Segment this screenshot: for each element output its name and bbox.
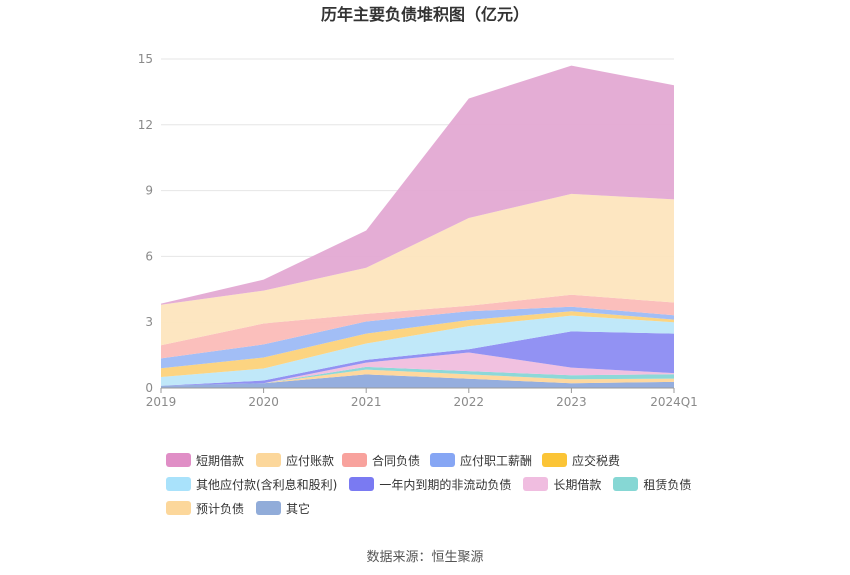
y-tick-label: 6 xyxy=(145,249,153,263)
legend-row: 预计负债 其它 xyxy=(166,496,726,520)
legend-swatch xyxy=(523,477,549,491)
area-series-8 xyxy=(161,294,674,359)
legend-row: 短期借款 应付账款 合同负债 应付职工薪酬 应交税费 xyxy=(166,448,726,472)
legend-item[interactable]: 一年内到期的非流动负债 xyxy=(349,476,511,493)
legend-label: 长期借款 xyxy=(553,477,602,492)
legend-swatch xyxy=(542,453,567,467)
legend-item[interactable]: 长期借款 xyxy=(523,476,601,493)
legend-item[interactable]: 应交税费 xyxy=(542,452,620,469)
legend-item[interactable]: 其他应付款(含利息和股利) xyxy=(166,476,337,493)
legend-swatch xyxy=(430,453,455,467)
x-tick-label: 2022 xyxy=(454,395,485,409)
area-series-10 xyxy=(161,65,674,305)
legend-swatch xyxy=(256,453,281,467)
legend-swatch xyxy=(166,501,191,515)
area-series-6 xyxy=(161,311,674,377)
legend-label: 其它 xyxy=(286,501,311,516)
legend-label: 合同负债 xyxy=(372,453,421,468)
area-series-7 xyxy=(161,306,674,369)
legend-label: 应付账款 xyxy=(286,453,335,468)
legend-swatch xyxy=(613,477,639,491)
x-tick-label: 2023 xyxy=(556,395,587,409)
legend-swatch xyxy=(256,501,282,515)
y-tick-label: 15 xyxy=(138,52,153,66)
legend-label: 其他应付款(含利息和股利) xyxy=(196,477,338,492)
legend-swatch xyxy=(342,453,367,467)
x-tick-label: 2024Q1 xyxy=(650,395,698,409)
legend-label: 租赁负债 xyxy=(643,477,692,492)
x-tick-label: 2019 xyxy=(146,395,177,409)
legend-item[interactable]: 应付职工薪酬 xyxy=(430,452,532,469)
legend-label: 预计负债 xyxy=(196,501,245,516)
y-tick-label: 0 xyxy=(145,381,153,395)
chart-title: 历年主要负债堆积图（亿元） xyxy=(321,5,529,24)
area-series-9 xyxy=(161,193,674,346)
legend-label: 应付职工薪酬 xyxy=(460,453,533,468)
data-source: 数据来源：恒生聚源 xyxy=(366,550,484,565)
legend-item[interactable]: 合同负债 xyxy=(342,452,420,469)
legend-swatch xyxy=(349,477,375,491)
y-tick-label: 12 xyxy=(138,118,153,132)
legend: 短期借款 应付账款 合同负债 应付职工薪酬 应交税费其他应付款(含利息和股利) 一年内到期… xyxy=(166,448,726,520)
legend-swatch xyxy=(166,453,191,467)
legend-item[interactable]: 预计负债 xyxy=(166,500,244,517)
area-series-4 xyxy=(161,331,674,386)
legend-label: 一年内到期的非流动负债 xyxy=(379,477,512,492)
area-series-0 xyxy=(161,374,674,388)
legend-item[interactable]: 租赁负债 xyxy=(613,476,691,493)
legend-item[interactable]: 短期借款 xyxy=(166,452,244,469)
x-tick-label: 2021 xyxy=(351,395,382,409)
legend-item[interactable]: 其它 xyxy=(256,500,310,517)
y-tick-label: 3 xyxy=(145,315,153,329)
area-series-1 xyxy=(161,369,674,386)
area-series-2 xyxy=(161,366,674,386)
area-series xyxy=(161,65,674,388)
legend-label: 短期借款 xyxy=(196,453,245,468)
legend-row: 其他应付款(含利息和股利) 一年内到期的非流动负债 长期借款 租赁负债 xyxy=(166,472,726,496)
legend-label: 应交税费 xyxy=(572,453,621,468)
area-series-3 xyxy=(161,352,674,386)
x-tick-label: 2020 xyxy=(248,395,279,409)
axes: 0 3 6 9 12 15 2019 2020 2021 2022 2023 2024Q1 xyxy=(138,52,698,409)
legend-swatch xyxy=(166,477,191,491)
area-series-5 xyxy=(161,315,674,386)
stacked-area-chart: 历年主要负债堆积图（亿元） 0 3 6 9 12 15 2019 2020 2021 2022 20… xyxy=(138,5,698,409)
legend-item[interactable]: 应付账款 xyxy=(256,452,334,469)
y-tick-label: 9 xyxy=(145,184,153,198)
